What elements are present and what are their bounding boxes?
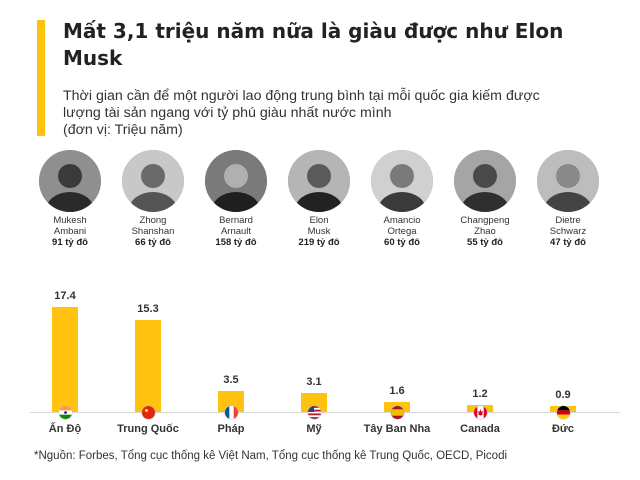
usa-flag-icon	[307, 406, 321, 419]
subtitle-line: (đơn vị: Triệu năm)	[63, 122, 183, 138]
subtitle-line: lượng tài sản ngang với tỷ phú giàu nhất…	[63, 105, 392, 121]
avatar	[39, 150, 101, 212]
avatar	[122, 150, 184, 212]
billionaire-portraits: Mukesh Ambani 91 tỷ đô Zhong Shanshan 66 t…	[30, 150, 626, 254]
bar-value-label: 1.6	[389, 385, 405, 398]
france-flag-icon	[224, 406, 238, 419]
person-wealth: 55 tỷ đô	[467, 237, 503, 248]
bar-value-label: 1.2	[472, 387, 488, 400]
person-wealth: 91 tỷ đô	[52, 237, 88, 248]
person-name: Elon Musk	[307, 215, 331, 237]
country-label: Tây Ban Nha	[363, 423, 431, 435]
person-wealth: 219 tỷ đô	[298, 237, 340, 248]
person-wealth: 60 tỷ đô	[384, 237, 420, 248]
person-card: Amancio Ortega 60 tỷ đô	[362, 150, 442, 249]
avatar	[288, 150, 350, 212]
bar-value-label: 3.1	[306, 376, 322, 389]
subtitle: Thời gian cần để một người lao động trun…	[63, 88, 623, 139]
bar	[301, 393, 327, 412]
person-name: Mukesh Ambani	[53, 215, 87, 237]
person-card: Elon Musk 219 tỷ đô	[279, 150, 359, 249]
china-flag-icon	[141, 406, 155, 419]
germany-flag-icon	[556, 406, 570, 419]
country-label: Trung Quốc	[117, 423, 179, 435]
avatar	[371, 150, 433, 212]
person-card: Zhong Shanshan 66 tỷ đô	[113, 150, 193, 249]
avatar	[454, 150, 516, 212]
person-wealth: 66 tỷ đô	[135, 237, 171, 248]
person-name: Bernard Arnault	[219, 215, 253, 237]
avatar	[537, 150, 599, 212]
person-wealth: 47 tỷ đô	[550, 237, 586, 248]
page-title: Mất 3,1 triệu năm nữa là giàu được như E…	[63, 19, 564, 70]
title-accent-bar	[37, 20, 45, 136]
person-name: Dietre Schwarz	[549, 215, 587, 237]
person-name: Zhong Shanshan	[131, 215, 175, 237]
bar-value-label: 3.5	[223, 373, 239, 386]
person-card: Dietre Schwarz 47 tỷ đô	[528, 150, 608, 249]
bar-value-label: 0.9	[555, 389, 571, 401]
person-name: Changpeng Zhao	[460, 215, 510, 237]
person-card: Bernard Arnault 158 tỷ đô	[196, 150, 276, 249]
country-label: Canada	[460, 423, 500, 435]
subtitle-line: Thời gian cần để một người lao động trun…	[63, 88, 540, 104]
country-label: Đức	[551, 423, 575, 435]
canada-flag-icon	[473, 406, 487, 419]
person-name: Amancio Ortega	[383, 215, 421, 237]
person-card: Changpeng Zhao 55 tỷ đô	[445, 150, 525, 249]
india-flag-icon	[58, 406, 72, 419]
bar	[52, 307, 78, 412]
bar-value-label: 17.4	[54, 290, 76, 302]
spain-flag-icon	[390, 406, 404, 419]
source-note: *Nguồn: Forbes, Tổng cục thống kê Việt N…	[34, 450, 508, 462]
bar	[135, 319, 161, 412]
chart-baseline	[30, 412, 620, 413]
person-card: Mukesh Ambani 91 tỷ đô	[30, 150, 110, 249]
person-wealth: 158 tỷ đô	[215, 237, 257, 248]
country-label: Pháp	[217, 423, 245, 435]
country-label: Ấn Độ	[48, 423, 82, 435]
country-label: Mỹ	[306, 423, 322, 435]
avatar	[205, 150, 267, 212]
bar-value-label: 15.3	[137, 302, 159, 315]
bar	[218, 390, 244, 412]
